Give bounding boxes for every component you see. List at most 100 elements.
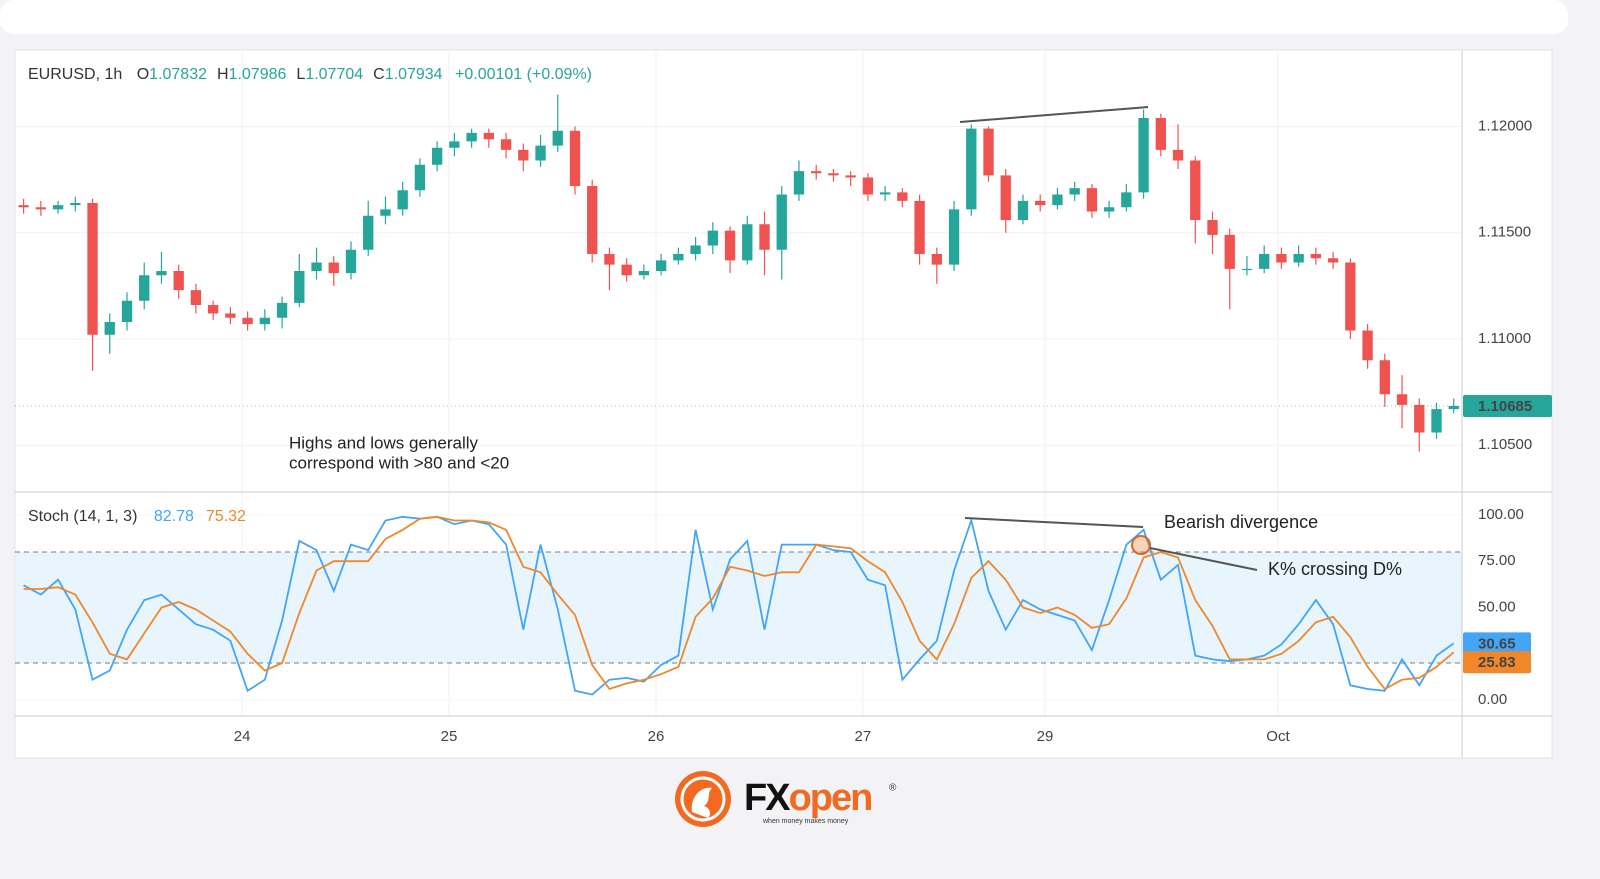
candle-body bbox=[948, 209, 960, 265]
candle-body bbox=[449, 141, 460, 148]
candle-body bbox=[156, 271, 167, 276]
last-price-tag bbox=[1463, 394, 1552, 417]
plot-area bbox=[15, 50, 1462, 716]
candle-body bbox=[742, 224, 753, 261]
stoch-legend: Stoch (14, 1, 3) 82.78 75.32 bbox=[28, 508, 246, 525]
candle-body bbox=[225, 313, 236, 318]
candle-body bbox=[655, 260, 667, 271]
x-tick-label: Oct bbox=[1266, 728, 1290, 745]
candle-body bbox=[397, 190, 408, 210]
candle-body bbox=[1345, 262, 1356, 331]
candle-body bbox=[1414, 404, 1425, 433]
candle-body bbox=[1310, 254, 1322, 259]
legend-value: 1.07832 bbox=[149, 66, 207, 83]
candle-body bbox=[500, 139, 512, 150]
price-legend: EURUSD, 1h O1.07832 H1.07986 L1.07704 C1.07… bbox=[28, 66, 592, 83]
candle-body bbox=[121, 300, 133, 322]
candle-body bbox=[1121, 192, 1132, 208]
candle-body bbox=[1172, 149, 1184, 161]
candle-body bbox=[190, 290, 202, 305]
candle-body bbox=[345, 249, 357, 274]
y-tick-label: 1.10500 bbox=[1478, 436, 1532, 453]
candle-body bbox=[173, 271, 184, 291]
candle-body bbox=[983, 128, 994, 176]
candle-body bbox=[483, 132, 495, 140]
candle-body bbox=[707, 230, 718, 246]
indicator-value: 82.78 bbox=[154, 508, 194, 525]
candle-body bbox=[242, 317, 253, 325]
candle-body bbox=[1103, 207, 1115, 212]
logo-emblem-figure bbox=[691, 787, 712, 818]
candle-body bbox=[1069, 188, 1080, 195]
candle-body bbox=[862, 177, 874, 195]
legend-value: 1.07934 bbox=[385, 66, 443, 83]
candle-body bbox=[1035, 200, 1046, 206]
candle-body bbox=[1000, 175, 1011, 220]
candle-body bbox=[879, 192, 891, 195]
candle-body bbox=[914, 200, 925, 254]
candle-body bbox=[724, 230, 736, 261]
candle-body bbox=[70, 203, 81, 206]
brand-open: open bbox=[789, 777, 872, 819]
candle-body bbox=[1431, 409, 1442, 433]
candle-body bbox=[1138, 118, 1149, 193]
brand-fx: FX bbox=[744, 777, 791, 819]
annotation: correspond with >80 and <20 bbox=[289, 453, 509, 472]
last-price-label: 1.10685 bbox=[1478, 398, 1532, 415]
candle-body bbox=[1241, 268, 1253, 271]
candle-body bbox=[604, 254, 615, 265]
candle-body bbox=[1293, 254, 1304, 263]
y-tick-label: 50.00 bbox=[1478, 598, 1516, 615]
indicator-value: 75.32 bbox=[206, 508, 246, 525]
candle-body bbox=[1190, 160, 1201, 220]
candle-body bbox=[311, 262, 322, 271]
price-trend-line bbox=[959, 106, 1149, 123]
candle-body bbox=[414, 164, 426, 191]
candle-body bbox=[793, 171, 805, 195]
x-tick-label: 26 bbox=[648, 728, 665, 745]
legend-value: 1.07704 bbox=[305, 66, 363, 83]
candle-body bbox=[776, 194, 787, 250]
candle-body bbox=[690, 245, 701, 254]
candle-body bbox=[363, 215, 374, 250]
candle-body bbox=[845, 175, 856, 178]
candle-body bbox=[1379, 360, 1390, 395]
legend-label: H bbox=[217, 66, 229, 83]
logo: FXopen ® when money makes money bbox=[675, 771, 897, 827]
top-strip bbox=[0, 0, 1568, 34]
y-tick-label: 1.11500 bbox=[1478, 224, 1531, 241]
candle-body bbox=[1259, 254, 1270, 269]
candle-body bbox=[104, 322, 115, 335]
candle-body bbox=[518, 149, 529, 161]
y-tick-label: 75.00 bbox=[1478, 552, 1516, 569]
candle-body bbox=[1052, 194, 1063, 206]
crossing-marker bbox=[1131, 535, 1151, 555]
candle-body bbox=[1396, 394, 1408, 405]
candle-body bbox=[1362, 330, 1373, 361]
candle-body bbox=[1207, 220, 1218, 235]
candle-body bbox=[569, 130, 581, 186]
candle-body bbox=[931, 254, 942, 265]
y-tick-label: 1.12000 bbox=[1478, 117, 1532, 134]
indicator-title: Stoch (14, 1, 3) bbox=[28, 508, 137, 525]
candle-body bbox=[966, 128, 977, 210]
candle-body bbox=[535, 145, 546, 161]
y-tick-label: 100.00 bbox=[1478, 506, 1524, 523]
candle-body bbox=[1327, 258, 1339, 263]
candle-body bbox=[638, 271, 650, 276]
x-tick-label: 27 bbox=[855, 728, 872, 745]
candle-body bbox=[587, 186, 598, 254]
candle-body bbox=[87, 203, 98, 335]
last-value-label: 25.83 bbox=[1478, 654, 1516, 671]
brand: FXopen bbox=[744, 777, 871, 819]
annotation: K% crossing D% bbox=[1268, 559, 1402, 579]
candle-body bbox=[673, 254, 684, 261]
candle-body bbox=[294, 271, 305, 303]
symbol: EURUSD, 1h bbox=[28, 66, 122, 83]
candle-body bbox=[1017, 200, 1029, 220]
tagline: when money makes money bbox=[762, 818, 849, 825]
candle-body bbox=[380, 209, 391, 216]
candle-body bbox=[1086, 188, 1098, 212]
series-line bbox=[23, 515, 1455, 696]
